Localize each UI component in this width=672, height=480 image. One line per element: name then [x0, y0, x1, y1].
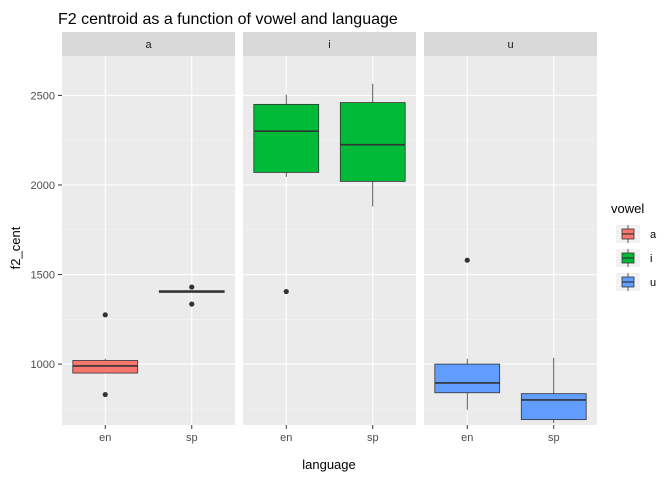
x-axis-title: language	[302, 457, 356, 472]
box-i-en	[253, 94, 320, 295]
box-body	[520, 393, 587, 421]
outlier-point	[283, 288, 289, 295]
y-tick-label: 1000	[31, 359, 55, 371]
y-tick-label: 2500	[31, 90, 55, 102]
outlier-point	[189, 301, 195, 307]
outlier-point	[189, 284, 195, 290]
outlier-point	[102, 391, 108, 398]
box-u-en	[434, 257, 501, 410]
chart-title: F2 centroid as a function of vowel and l…	[58, 11, 398, 28]
x-tick-label: sp	[548, 432, 560, 444]
facet-strip	[243, 32, 416, 56]
x-tick-label: sp	[186, 432, 198, 444]
box-body	[434, 363, 501, 394]
facet-strip-label: u	[507, 39, 513, 51]
legend: vowel aiu	[611, 201, 657, 291]
panel-background	[424, 56, 597, 425]
facet-strip-label: i	[328, 39, 330, 51]
y-axis: 1000 1500 2000 2500	[31, 90, 62, 371]
x-tick-label: en	[461, 432, 473, 444]
facet-strip	[62, 32, 235, 56]
legend-label-i: i	[650, 253, 652, 265]
legend-label-a: a	[650, 229, 657, 241]
facet-panels: a en sp i en sp u en sp	[62, 32, 597, 444]
y-tick-label: 2000	[31, 180, 55, 192]
facet-panel-u: u en sp	[424, 32, 597, 444]
y-axis-title: f2_cent	[8, 226, 23, 269]
facet-panel-i: i en sp	[243, 32, 416, 444]
box-a-sp	[158, 284, 225, 307]
legend-title: vowel	[611, 201, 644, 216]
box-body	[339, 102, 406, 182]
facet-panel-a: a en sp	[62, 32, 235, 444]
outlier-point	[464, 257, 470, 263]
box-u-sp	[520, 357, 587, 424]
legend-key-a	[616, 225, 640, 243]
facet-strip	[424, 32, 597, 56]
outlier-point	[102, 312, 108, 318]
facet-strip-label: a	[145, 39, 152, 51]
x-tick-label: en	[99, 432, 111, 444]
box-a-en	[72, 312, 139, 398]
box-body	[253, 103, 320, 173]
box-body	[72, 360, 139, 374]
x-tick-label: en	[280, 432, 292, 444]
legend-label-u: u	[650, 277, 656, 289]
x-tick-label: sp	[367, 432, 379, 444]
y-tick-label: 1500	[31, 270, 55, 282]
legend-key-i	[616, 249, 640, 267]
legend-key-u	[616, 273, 640, 291]
box-i-sp	[339, 83, 406, 207]
